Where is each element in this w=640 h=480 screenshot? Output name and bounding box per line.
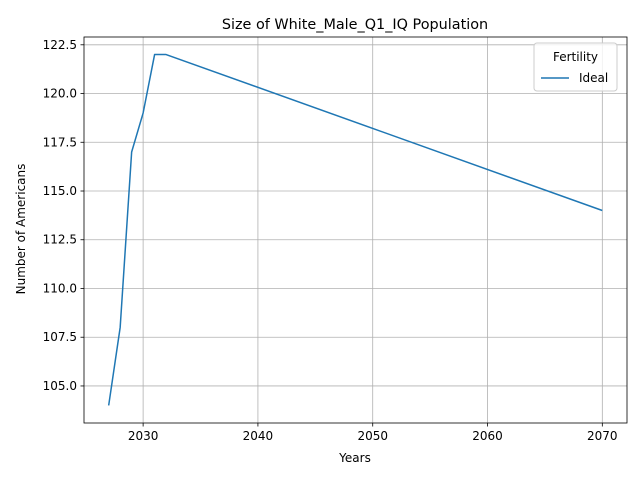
series-line-ideal	[107, 53, 603, 406]
legend-label-ideal: Ideal	[579, 71, 608, 85]
legend: Fertility Ideal	[533, 42, 618, 92]
y-axis-label: Number of Americans	[14, 164, 28, 295]
legend-title: Fertility	[553, 50, 598, 64]
y-axis-ticks: 105.0 107.5 110.0 112.5 115.0 117.5 120.0 122.5	[43, 38, 84, 393]
y-tick-label: 112.5	[43, 233, 77, 247]
chart-title: Size of White_Male_Q1_IQ Population	[222, 17, 488, 33]
x-tick-label: 2040	[243, 429, 274, 443]
series-layer	[107, 53, 603, 406]
y-tick-label: 122.5	[43, 38, 77, 52]
y-tick-label: 107.5	[43, 330, 77, 344]
grid-lines	[84, 37, 627, 423]
x-axis-ticks: 2030 2040 2050 2060 2070	[128, 423, 618, 443]
plot-area-frame	[83, 36, 628, 424]
x-tick-label: 2050	[357, 429, 388, 443]
y-tick-label: 110.0	[43, 281, 77, 295]
x-tick-label: 2070	[587, 429, 618, 443]
y-tick-label: 115.0	[43, 184, 77, 198]
x-tick-label: 2060	[472, 429, 503, 443]
legend-box	[533, 42, 618, 92]
y-tick-label: 117.5	[43, 135, 77, 149]
x-tick-label: 2030	[128, 429, 159, 443]
y-tick-label: 105.0	[43, 379, 77, 393]
y-tick-label: 120.0	[43, 87, 77, 101]
x-axis-label: Years	[338, 451, 371, 465]
